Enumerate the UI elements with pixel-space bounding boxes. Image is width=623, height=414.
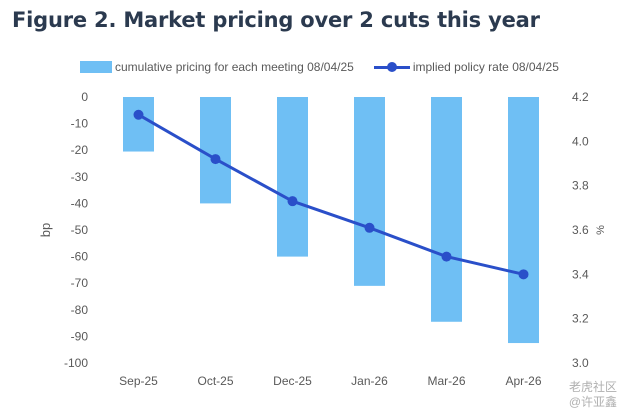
bar-sep-25 bbox=[123, 97, 154, 152]
y2-tick-label-4: 3.4 bbox=[572, 267, 589, 281]
chart-legend: cumulative pricing for each meeting 08/0… bbox=[80, 57, 559, 77]
policy-rate-line bbox=[137, 113, 524, 276]
y-tick-label-8: -80 bbox=[71, 303, 89, 317]
bar-jan-26 bbox=[354, 97, 385, 286]
bar-oct-25 bbox=[200, 97, 231, 204]
legend-line-swatch bbox=[373, 61, 410, 73]
y-tick-label-1: -10 bbox=[71, 117, 89, 131]
y2-tick-label-6: 3.0 bbox=[572, 356, 589, 370]
policy-rate-point-dec-25 bbox=[287, 196, 298, 207]
y-tick-label-5: -50 bbox=[71, 223, 89, 237]
x-tick-label-3: Jan-26 bbox=[351, 374, 388, 388]
y2-tick-label-1: 4.0 bbox=[572, 134, 589, 148]
y-axis-title: bp bbox=[38, 223, 53, 237]
y2-axis-title: % bbox=[595, 225, 607, 235]
y-tick-label-10: -100 bbox=[64, 356, 88, 370]
figure-title: Figure 2. Market pricing over 2 cuts thi… bbox=[12, 8, 540, 32]
policy-rate-point-jan-26 bbox=[364, 222, 375, 233]
y-tick-label-7: -70 bbox=[71, 276, 89, 290]
x-tick-label-4: Mar-26 bbox=[427, 374, 465, 388]
legend-item-bars: cumulative pricing for each meeting 08/0… bbox=[80, 60, 354, 74]
policy-rate-point-oct-25 bbox=[210, 154, 221, 165]
legend-item-line: implied policy rate 08/04/25 bbox=[373, 60, 559, 74]
y-tick-label-3: -30 bbox=[71, 170, 89, 184]
bar-apr-26 bbox=[508, 97, 539, 344]
policy-rate-point-sep-25 bbox=[133, 109, 144, 120]
bar-mar-26 bbox=[431, 97, 462, 322]
policy-rate-point-mar-26 bbox=[441, 251, 452, 262]
x-tick-label-5: Apr-26 bbox=[505, 374, 541, 388]
watermark-line-1: 老虎社区 bbox=[568, 380, 617, 394]
watermark-line-2: @许亚鑫 bbox=[568, 395, 617, 409]
y2-tick-label-0: 4.2 bbox=[572, 90, 589, 104]
policy-rate-point-apr-26 bbox=[518, 269, 529, 280]
y-tick-label-2: -20 bbox=[71, 143, 89, 157]
y2-tick-label-3: 3.6 bbox=[572, 223, 589, 237]
x-tick-label-0: Sep-25 bbox=[119, 374, 158, 388]
legend-label-line: implied policy rate 08/04/25 bbox=[412, 60, 559, 74]
x-tick-label-2: Dec-25 bbox=[273, 374, 312, 388]
y-tick-label-6: -60 bbox=[71, 250, 89, 264]
watermark: 老虎社区 @许亚鑫 bbox=[569, 380, 617, 410]
bar-dec-25 bbox=[277, 97, 308, 257]
legend-bar-swatch bbox=[80, 61, 112, 73]
x-tick-label-1: Oct-25 bbox=[197, 374, 233, 388]
chart-plot: 0 -10 -20 -30 -40 -50 -60 -70 -80 -90 -100 4.2 4.0 3.… bbox=[38, 90, 607, 388]
y-tick-label-0: 0 bbox=[81, 90, 88, 104]
y2-tick-label-2: 3.8 bbox=[572, 179, 589, 193]
legend-label-bars: cumulative pricing for each meeting 08/0… bbox=[115, 60, 354, 74]
y2-tick-label-5: 3.2 bbox=[572, 312, 589, 326]
y-tick-label-4: -40 bbox=[71, 196, 89, 210]
y-tick-label-9: -90 bbox=[71, 329, 89, 343]
